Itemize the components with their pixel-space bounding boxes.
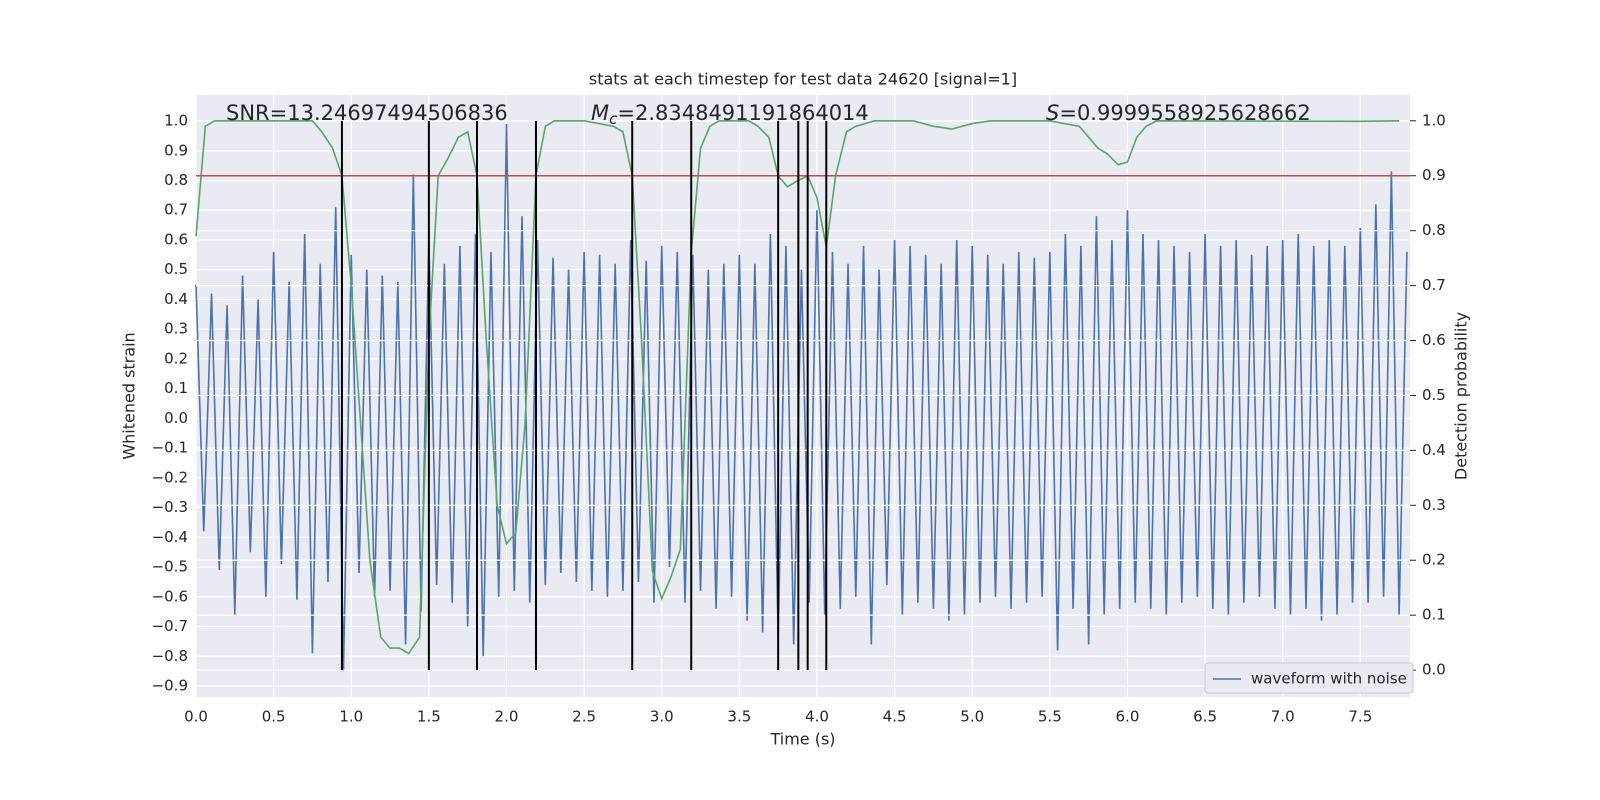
y-tick-label: −0.8 [152,647,188,665]
x-tick-label: 0.0 [184,708,208,726]
y-tick-label: 0.6 [164,230,188,248]
annotation: SNR=13.24697494506836 [226,101,508,125]
x-tick-label: 4.5 [883,708,907,726]
x-tick-label: 4.0 [805,708,829,726]
y-tick-label: −0.1 [152,439,188,457]
y2-tick-label: 0.6 [1422,331,1446,349]
x-tick-label: 2.5 [572,708,596,726]
x-tick-label: 5.5 [1038,708,1062,726]
x-tick-label: 1.0 [339,708,363,726]
annotation: Mc=2.8348491191864014 [591,101,869,128]
y2-tick-label: 0.5 [1422,386,1446,404]
y-tick-label: 0.5 [164,260,188,278]
y-tick-label: 0.0 [164,409,188,427]
y-tick-label: 0.3 [164,320,188,338]
x-tick-label: 7.5 [1348,708,1372,726]
y-tick-label: −0.7 [152,617,188,635]
annotation-symbol: M [591,101,609,125]
x-tick-label: 1.5 [417,708,441,726]
legend-frame [1204,662,1414,694]
y-tick-label: 0.7 [164,201,188,219]
x-tick-label: 3.5 [727,708,751,726]
y-tick-label: −0.6 [152,587,188,605]
y2-tick-label: 0.8 [1422,221,1446,239]
y-tick-label: 1.0 [164,112,188,130]
y2-tick-label: 1.0 [1422,111,1446,129]
annotation: S=0.9999558925628662 [1046,101,1311,125]
annotation-text: SNR=13.24697494506836 [226,101,508,125]
y2-tick-label: 0.4 [1422,441,1446,459]
x-tick-label: 5.0 [960,708,984,726]
y-tick-label: 0.1 [164,379,188,397]
y-tick-label: −0.5 [152,558,188,576]
series-line [195,120,1400,655]
x-axis-label: Time (s) [769,730,835,749]
annotation-text: =2.8348491191864014 [617,101,868,125]
y-tick-label: 0.9 [164,141,188,159]
y-tick-label: −0.4 [152,528,188,546]
y-tick-label: −0.2 [152,468,188,486]
x-tick-label: 7.0 [1271,708,1295,726]
y2-tick-label: 0.3 [1422,496,1446,514]
x-tick-label: 6.0 [1116,708,1140,726]
legend-label: waveform with noise [1251,670,1407,688]
y2-tick-label: 0.0 [1422,661,1446,679]
chart-title: stats at each timestep for test data 246… [589,70,1017,89]
y-tick-label: 0.4 [164,290,188,308]
annotation-symbol: S [1046,101,1059,125]
x-tick-label: 3.0 [650,708,674,726]
y2-tick-label: 0.2 [1422,551,1446,569]
x-tick-label: 6.5 [1193,708,1217,726]
y2-tick-label: 0.9 [1422,166,1446,184]
y2-tick-label: 0.1 [1422,606,1446,624]
x-tick-label: 2.0 [495,708,519,726]
x-tick-label: 0.5 [262,708,286,726]
y-tick-label: −0.3 [152,498,188,516]
annotation-text: =0.9999558925628662 [1059,101,1310,125]
y-tick-label: 0.8 [164,171,188,189]
y-tick-label: −0.9 [152,676,188,694]
y-axis-label: Whitened strain [120,332,139,459]
series-line [195,123,1408,672]
y2-axis-label: Detection probability [1452,312,1471,480]
y-tick-label: 0.2 [164,349,188,367]
y2-tick-label: 0.7 [1422,276,1446,294]
annotation-subscript: c [609,110,618,128]
